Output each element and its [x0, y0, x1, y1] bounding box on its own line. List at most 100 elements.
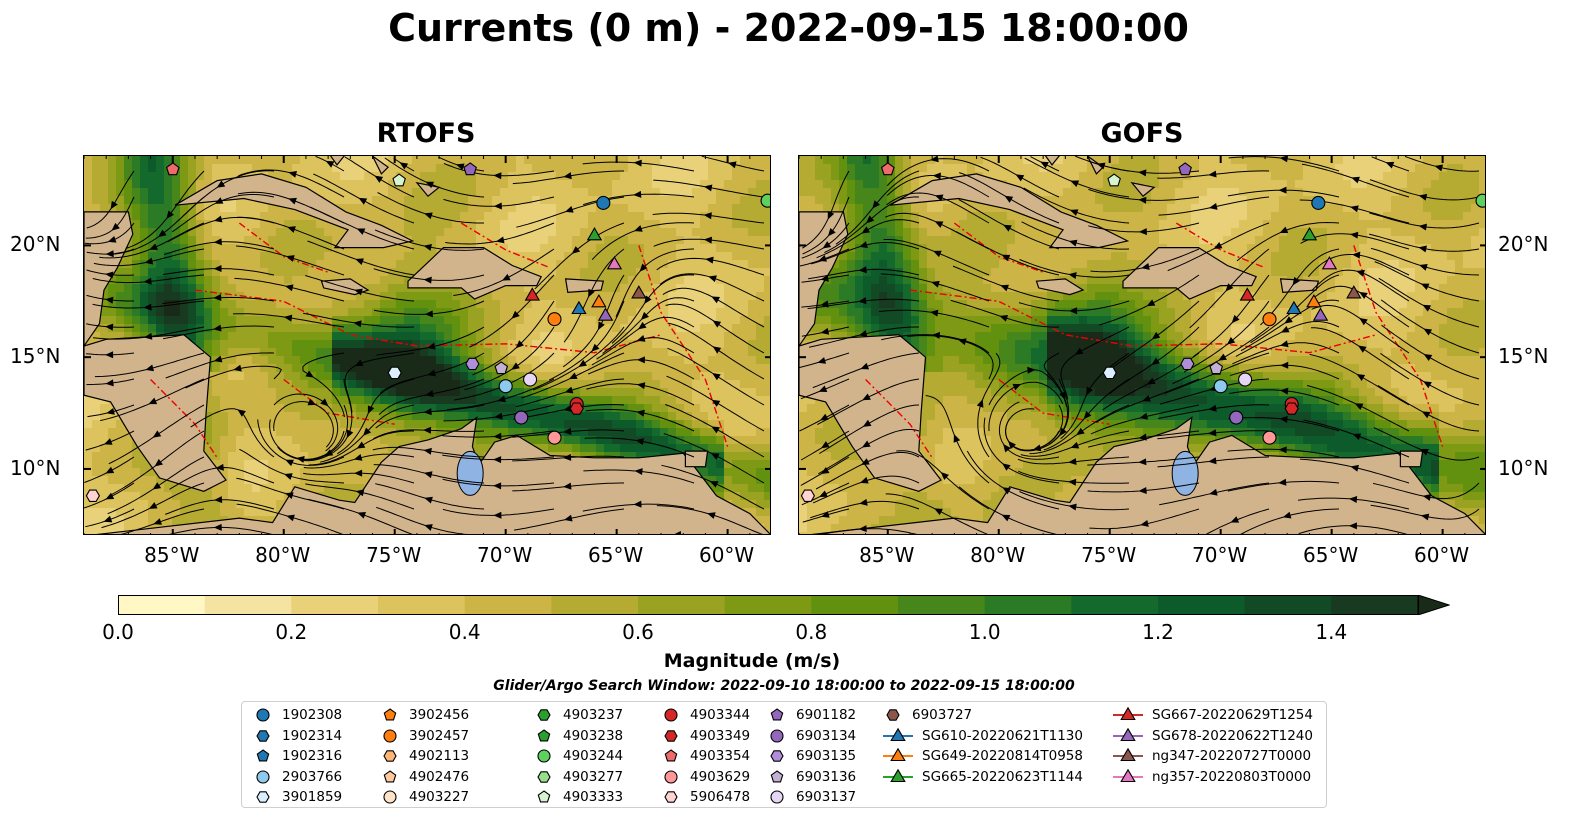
legend-marker [886, 709, 900, 721]
marker-ng357-20220803T0000 [606, 255, 623, 270]
marker-4903349 [569, 402, 584, 415]
legend-entry: 4903349 [660, 726, 750, 746]
legend-label: 4903349 [690, 727, 751, 744]
legend-label: 5906478 [690, 789, 751, 805]
marker-SG665-20220623T1144 [890, 768, 906, 782]
marker-6903134 [1229, 410, 1244, 425]
marker-4903629 [664, 769, 678, 784]
colorbar-tick-label: 0.2 [275, 620, 308, 644]
legend-marker [383, 769, 397, 782]
marker-SG649-20220814T0958 [591, 293, 607, 308]
legend-marker [537, 770, 551, 783]
lon-tick-label: 70°W [1192, 543, 1248, 567]
legend-marker [883, 747, 913, 762]
legend-marker [664, 791, 678, 803]
colorbar [118, 594, 1451, 616]
marker-4902113 [383, 750, 397, 762]
legend-entry: 6903134 [766, 726, 856, 746]
marker-SG610-20220621T1130 [571, 300, 587, 315]
rtofs-map-canvas [84, 156, 770, 534]
legend-marker [383, 708, 397, 721]
legend-label: SG649-20220814T0958 [922, 748, 1083, 764]
marker-4903333 [1107, 173, 1121, 187]
rtofs-streamlines [84, 156, 765, 534]
marker-6903134 [514, 410, 529, 425]
legend-entry: 4903244 [533, 746, 623, 766]
legend-label: SG610-20220621T1130 [922, 727, 1083, 744]
legend-label: 4902113 [409, 748, 470, 764]
legend-marker [770, 708, 784, 721]
legend-marker [1113, 768, 1143, 782]
marker-2903766 [498, 379, 513, 394]
legend-entry: 4903238 [533, 726, 623, 746]
colorbar-segment [984, 595, 1072, 615]
legend-entry: 1902314 [252, 726, 342, 746]
legend-marker [537, 728, 551, 741]
marker-4903227 [383, 790, 397, 804]
marker-1902316 [256, 749, 270, 762]
legend-marker [770, 728, 784, 743]
marker-4903244 [1475, 193, 1485, 208]
legend-entry: 4903629 [660, 767, 750, 787]
colorbar-tick-label: 1.4 [1315, 620, 1348, 644]
legend-entry: 3902457 [379, 726, 469, 746]
legend-marker [664, 749, 678, 762]
gofs-eez-boundaries [865, 222, 1444, 459]
legend-label: ng357-20220803T0000 [1152, 768, 1312, 785]
marker-4903333 [537, 790, 551, 803]
legend-entry: 6903135 [766, 746, 856, 766]
marker-1902314 [256, 729, 270, 742]
legend-marker [664, 729, 678, 742]
gofs-observations [800, 162, 1485, 502]
marker-4903238 [537, 728, 551, 741]
marker-ng357-20220803T0000 [1120, 768, 1136, 782]
colorbar-segment [1331, 595, 1419, 615]
legend-label: 4903227 [409, 789, 470, 805]
lon-tick-label: 70°W [477, 543, 533, 567]
legend-label: SG667-20220629T1254 [1152, 707, 1313, 723]
gofs-map-canvas [799, 156, 1485, 534]
legend-label: 6901182 [796, 707, 857, 723]
marker-6901182 [1178, 162, 1192, 176]
lon-tick-label: 60°W [1413, 543, 1470, 567]
legend-marker [256, 749, 270, 762]
figure-title: Currents (0 m) - 2022-09-15 18:00:00 [388, 6, 1189, 50]
colorbar-label: Magnitude (m/s) [663, 650, 841, 672]
lat-tick-label-left: 20°N [10, 232, 61, 257]
marker-SG665-20220623T1144 [586, 226, 603, 241]
legend-marker [1113, 727, 1143, 741]
legend-entry: SG678-20220622T1240 [1112, 726, 1313, 746]
marker-SG665-20220623T1144 [1301, 226, 1318, 241]
legend-label: 6903135 [796, 748, 857, 764]
legend-entry: SG610-20220621T1130 [882, 726, 1083, 746]
marker-2903766 [256, 769, 270, 784]
marker-SG610-20220621T1130 [1286, 300, 1302, 315]
marker-6903135 [770, 750, 784, 762]
legend-entry: SG665-20220623T1144 [882, 767, 1083, 787]
legend-entry: 3902456 [379, 705, 469, 725]
marker-6903134 [770, 728, 784, 743]
gofs-map[interactable] [798, 155, 1486, 535]
marker-3901859 [387, 366, 402, 380]
rtofs-map[interactable] [83, 155, 771, 535]
marker-SG678-20220622T1240 [1120, 727, 1136, 741]
marker-SG667-20220629T1254 [524, 287, 541, 301]
marker-6903136 [1209, 361, 1224, 375]
legend-label: SG678-20220622T1240 [1152, 727, 1313, 744]
marker-4903354 [880, 162, 895, 176]
legend-marker [537, 749, 551, 763]
marker-6903135 [465, 357, 480, 371]
legend-marker [537, 790, 551, 803]
legend-marker [256, 708, 270, 722]
legend-marker [883, 768, 913, 782]
colorbar-segment [204, 595, 292, 615]
legend-label: 6903136 [796, 768, 857, 785]
colorbar-tick-label: 0.0 [102, 620, 134, 644]
legend-label: 6903134 [796, 727, 857, 744]
marker-SG610-20220621T1130 [890, 727, 906, 741]
colorbar-segment [464, 595, 552, 615]
marker-4902476 [383, 769, 397, 782]
colorbar-tick-label: 0.6 [622, 620, 654, 644]
legend-label: 4903333 [563, 789, 624, 805]
colorbar-tick-label: 1.0 [968, 620, 1001, 644]
